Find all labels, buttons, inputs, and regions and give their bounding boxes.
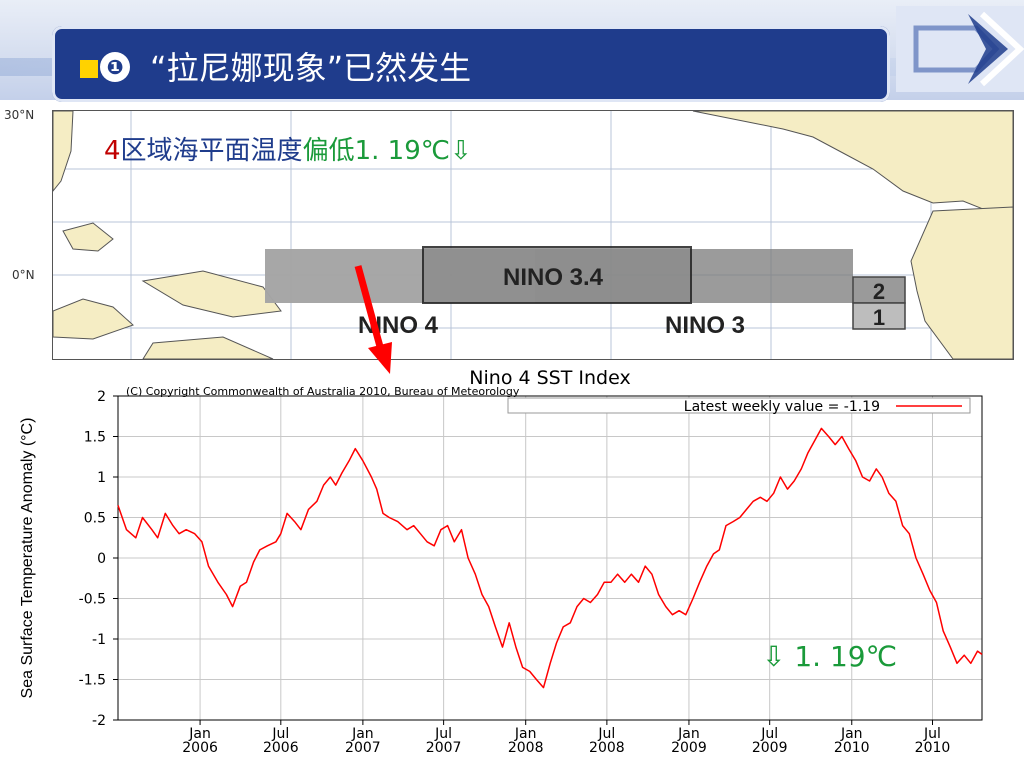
x-tick-label-year: 2009	[671, 740, 707, 756]
x-tick-label-month: Jul	[923, 726, 941, 742]
x-tick-label-year: 2006	[263, 740, 299, 756]
y-tick-label: 1	[97, 470, 106, 486]
y-tick-label: 2	[97, 389, 106, 405]
region-label-nino2: 2	[873, 279, 885, 304]
lat-label-0n: 0°N	[12, 268, 35, 282]
logo-arrow-icon	[896, 6, 1024, 92]
pointer-arrow-icon	[354, 265, 392, 374]
y-tick-label: -1.5	[79, 673, 106, 689]
x-tick-label-month: Jan	[840, 726, 863, 742]
x-axis-ticks: Jan2006Jul2006Jan2007Jul2007Jan2008Jul20…	[182, 720, 950, 756]
y-tick-label: -1	[92, 632, 106, 648]
caption-state: 偏低	[302, 136, 355, 166]
slide-title: “拉尼娜现象”已然发生	[150, 49, 472, 87]
x-tick-label-month: Jul	[271, 726, 289, 742]
title-number-badge: ❶	[100, 52, 130, 82]
series-line-nino4	[117, 427, 983, 689]
x-tick-label-year: 2010	[915, 740, 951, 756]
y-tick-label: 1.5	[84, 430, 106, 446]
x-tick-label-year: 2007	[426, 740, 462, 756]
caption-text: 区域海平面温度	[120, 136, 303, 166]
nino-region-map: NINO 3.4 NINO 4 NINO 3 2 1	[52, 110, 1014, 360]
title-box	[52, 26, 890, 102]
chart-title: Nino 4 SST Index	[469, 367, 630, 389]
region-label-nino34: NINO 3.4	[503, 264, 604, 291]
legend-box	[507, 397, 971, 414]
chart-legend: Latest weekly value = -1.19	[507, 397, 971, 415]
region-label-nino3: NINO 3	[665, 312, 745, 339]
title-bullet-square	[80, 60, 98, 78]
y-tick-label: -2	[92, 713, 106, 729]
drop-annotation: ⇩ 1. 19℃	[762, 640, 898, 673]
x-tick-label-month: Jul	[760, 726, 778, 742]
x-tick-label-year: 2006	[182, 740, 218, 756]
x-tick-label-year: 2007	[345, 740, 381, 756]
caption-value: 1. 19℃⇩	[354, 136, 472, 166]
map-canvas: NINO 3.4 NINO 4 NINO 3 2 1	[53, 111, 1013, 359]
chart-grid	[118, 395, 982, 721]
x-tick-label-month: Jan	[351, 726, 374, 742]
x-tick-label-month: Jan	[188, 726, 211, 742]
legend-text: Latest weekly value = -1.19	[684, 399, 880, 415]
nino4-sst-chart: Nino 4 SST Index (C) Copyright Commonwea…	[19, 367, 983, 756]
y-tick-label: 0	[97, 551, 106, 567]
x-tick-label-month: Jan	[514, 726, 537, 742]
lat-label-30n: 30°N	[4, 108, 35, 122]
region-label-nino1: 1	[873, 305, 885, 330]
x-tick-label-year: 2010	[834, 740, 870, 756]
map-caption: 4区域海平面温度偏低1. 19℃⇩	[104, 130, 472, 167]
caption-region: 4	[104, 136, 121, 166]
chart-copyright: (C) Copyright Commonwealth of Australia …	[126, 385, 520, 398]
y-tick-label: -0.5	[79, 592, 106, 608]
x-tick-label-month: Jan	[677, 726, 700, 742]
x-tick-label-year: 2008	[589, 740, 625, 756]
series-layer	[117, 427, 983, 689]
y-axis-label: Sea Surface Temperature Anomaly (°C)	[19, 418, 36, 699]
x-tick-label-year: 2008	[508, 740, 544, 756]
x-tick-label-month: Jul	[597, 726, 615, 742]
x-tick-label-month: Jul	[434, 726, 452, 742]
y-tick-label: 0.5	[84, 511, 106, 527]
y-axis-ticks: 2 1.5 1 0.5 0 -0.5 -1 -1.5 -2	[79, 389, 118, 729]
x-tick-label-year: 2009	[752, 740, 788, 756]
